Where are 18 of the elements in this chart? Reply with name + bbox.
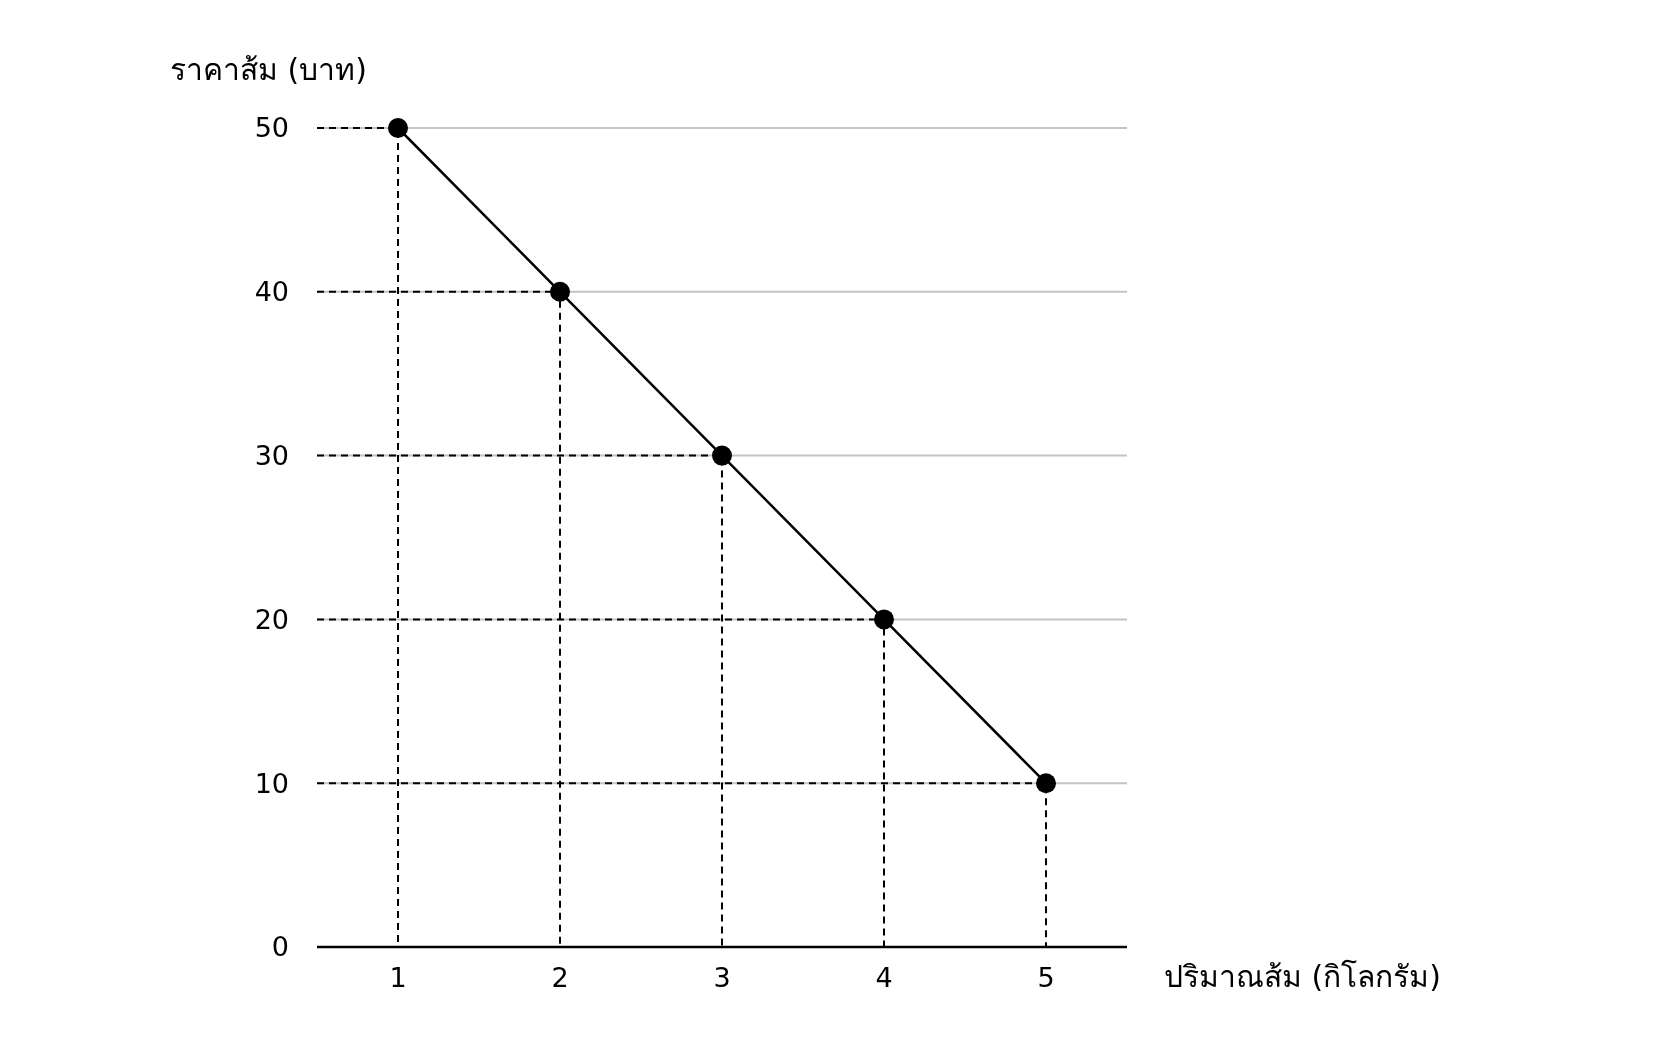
point	[1036, 773, 1056, 794]
x-axis-title: ปริมาณส้ม (กิโลกรัม)	[1164, 959, 1441, 994]
x-tick-label: 2	[551, 962, 569, 993]
y-tick-label: 30	[254, 440, 289, 472]
y-tick-label: 0	[271, 931, 289, 963]
y-tick-label: 50	[254, 112, 289, 144]
y-tick-label: 10	[254, 767, 289, 799]
x-tick-label: 4	[875, 962, 893, 993]
x-tick-label: 1	[389, 962, 407, 993]
x-tick-label: 5	[1037, 962, 1055, 993]
point	[388, 118, 408, 138]
point	[712, 445, 732, 466]
x-tick-label: 3	[713, 962, 731, 993]
point	[550, 281, 570, 302]
y-tick-label: 20	[254, 603, 289, 635]
point	[874, 609, 894, 630]
y-tick-label: 40	[254, 276, 289, 308]
y-axis-title: ราคาส้ม (บาท)	[170, 52, 367, 87]
